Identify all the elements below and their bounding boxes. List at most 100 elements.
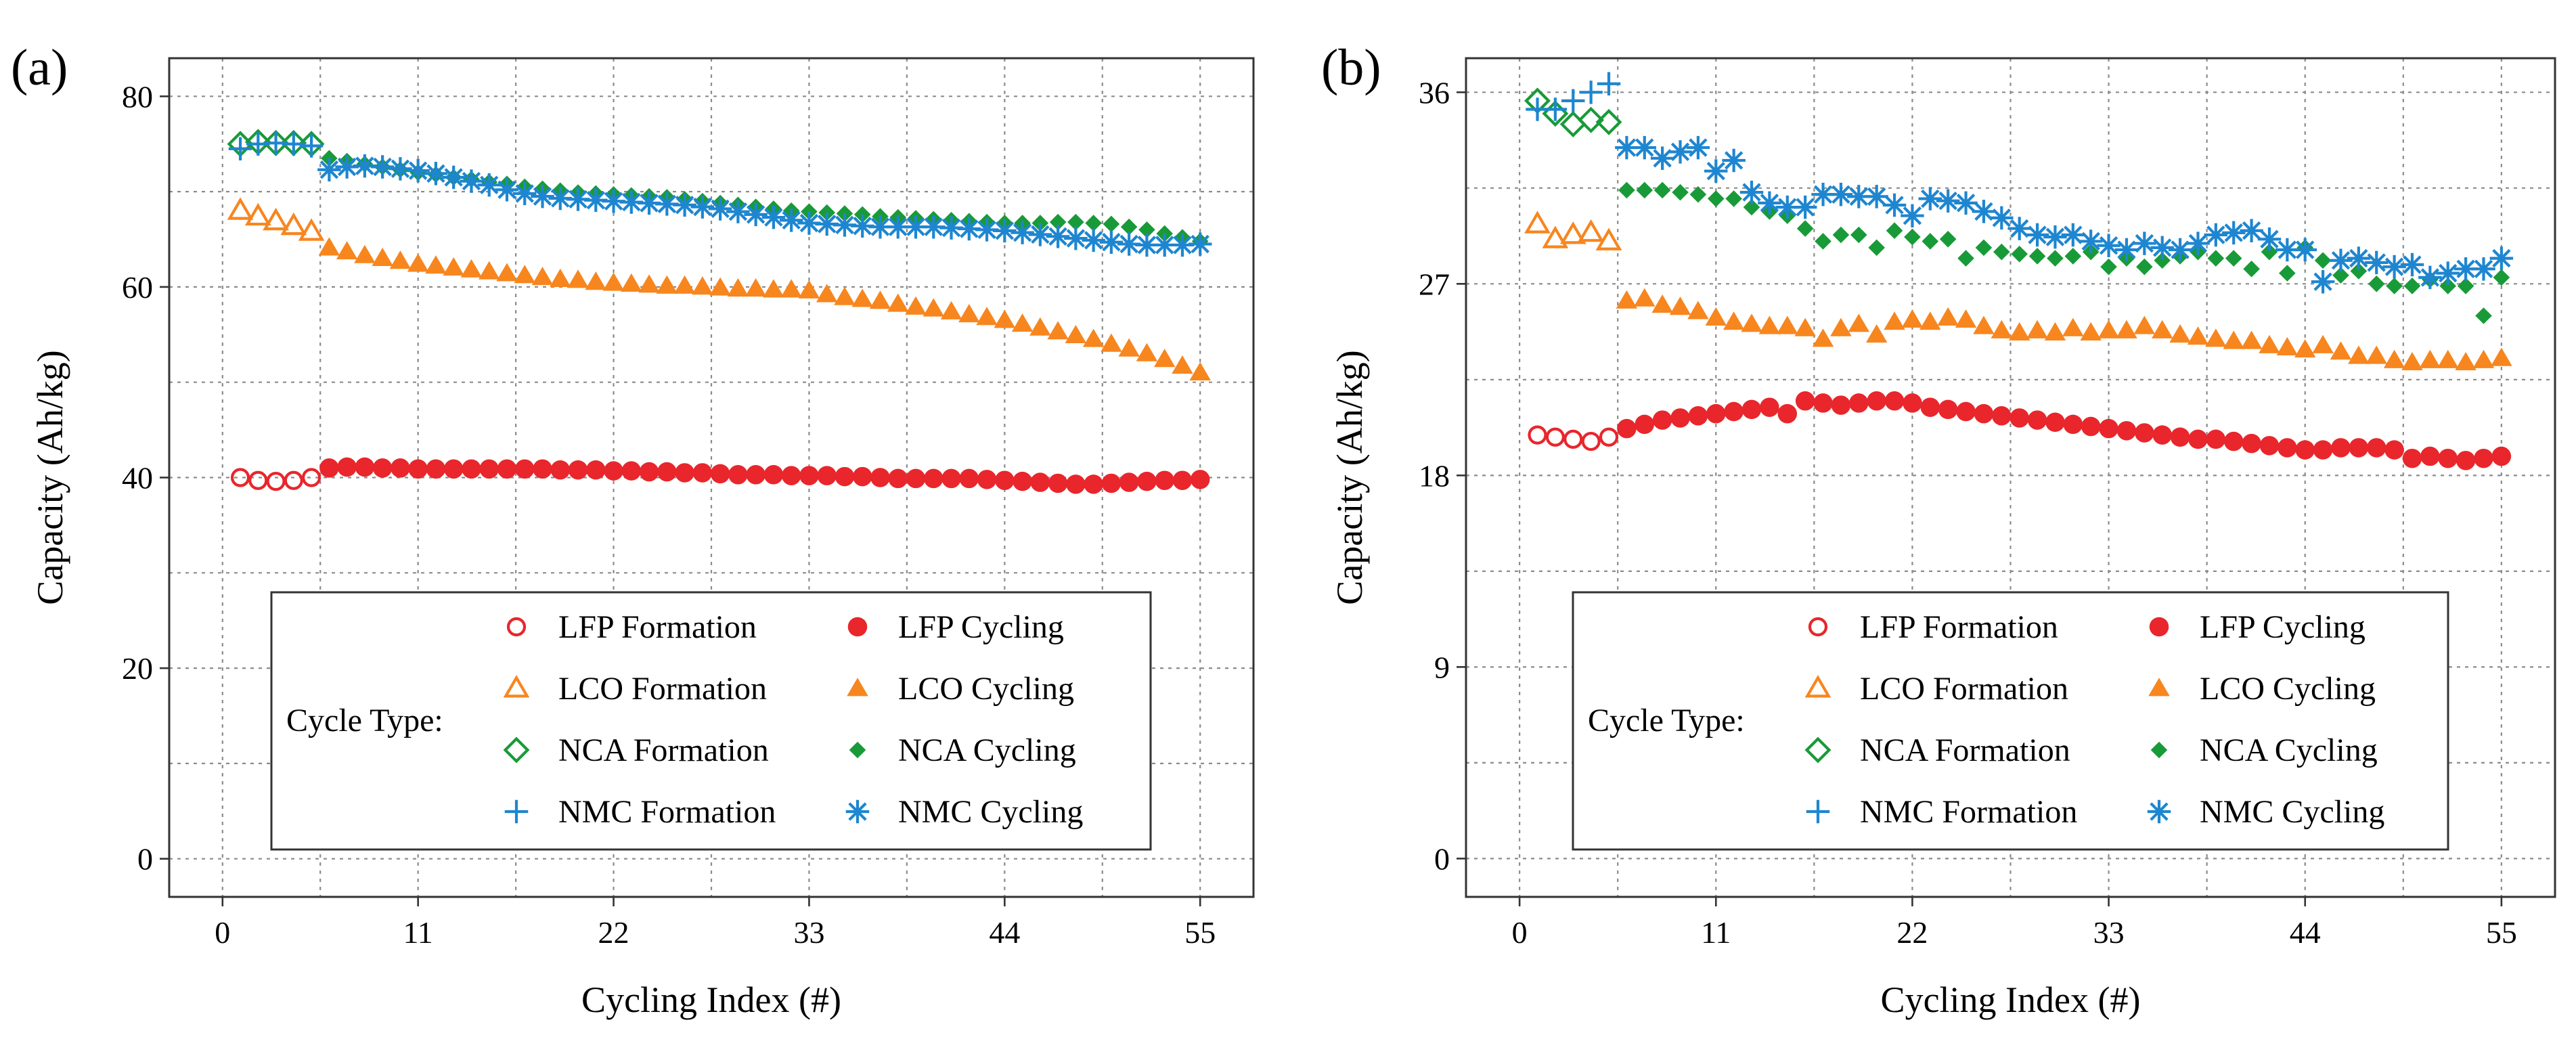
data-point <box>761 205 786 229</box>
data-point <box>975 218 999 242</box>
data-point <box>2186 231 2210 255</box>
data-series <box>1524 72 2514 470</box>
data-point <box>993 219 1017 243</box>
data-point <box>959 468 979 489</box>
data-point <box>425 255 447 274</box>
legend-label: NCA Formation <box>1860 732 2070 768</box>
data-point <box>904 215 928 239</box>
data-point <box>1849 393 1869 413</box>
series-lfp-formation <box>230 468 321 491</box>
data-point <box>2044 322 2066 341</box>
data-point <box>1974 403 1994 424</box>
data-point <box>263 207 289 231</box>
data-point <box>1972 200 1996 223</box>
data-point <box>585 271 607 290</box>
data-point <box>1954 191 1978 215</box>
data-point <box>2168 238 2192 262</box>
data-point <box>1704 159 1728 183</box>
data-point <box>1739 180 1764 204</box>
data-point <box>673 275 696 294</box>
series-lco-formation <box>227 197 325 241</box>
data-point <box>1155 470 1174 490</box>
data-point <box>2011 246 2028 263</box>
data-point <box>2025 223 2049 247</box>
data-point <box>2472 257 2495 281</box>
data-point <box>1918 187 1942 211</box>
data-point <box>1559 221 1586 244</box>
data-point <box>1085 215 1102 231</box>
data-point <box>2329 248 2353 272</box>
legend-entry-nmc-cycling: NMC Cycling <box>845 794 1083 830</box>
data-point <box>2332 267 2349 284</box>
data-point <box>1117 232 1141 256</box>
legend-entry-nca-cycling: NCA Cycling <box>2150 732 2378 768</box>
axis-ticks: 0 11 22 33 44 55 0 20 40 60 80 <box>122 79 1216 950</box>
plot-border <box>1465 57 2556 898</box>
data-point <box>1633 135 1657 160</box>
data-point <box>637 191 661 215</box>
data-point <box>1135 233 1159 257</box>
legend-label: NMC Formation <box>1860 794 2077 830</box>
data-point <box>1634 288 1656 307</box>
data-point <box>2240 219 2263 242</box>
series-lfp-cycling <box>1617 391 2512 470</box>
data-point <box>798 280 820 299</box>
data-point <box>1064 226 1088 250</box>
data-point <box>2116 421 2137 441</box>
legend: Cycle Type: LFP Formation LFP Cycling LCO F… <box>270 591 1152 851</box>
legend-label: NCA Cycling <box>898 732 1076 768</box>
legend-marker <box>506 617 527 637</box>
data-point <box>1775 195 1800 219</box>
data-point <box>939 216 963 240</box>
legend-entry-lfp-cycling: LFP Cycling <box>2149 609 2366 645</box>
data-point <box>1903 393 1922 413</box>
data-point <box>2439 278 2457 294</box>
series-nmc-formation <box>1526 72 1621 121</box>
data-point <box>2384 440 2404 460</box>
data-point <box>1901 309 1924 328</box>
series-nmc-cycling <box>1615 135 2514 294</box>
legend-marker <box>503 736 530 764</box>
data-point <box>2062 317 2084 336</box>
data-point <box>424 162 448 185</box>
data-point <box>230 468 250 487</box>
data-point <box>710 464 730 484</box>
data-point <box>2453 257 2478 281</box>
data-point <box>2205 328 2227 347</box>
data-point <box>2383 349 2405 368</box>
data-point <box>1013 471 1032 491</box>
legend-entry-nca-cycling: NCA Cycling <box>849 732 1076 768</box>
data-point <box>336 241 358 260</box>
data-point <box>2457 278 2474 294</box>
data-point <box>1082 228 1105 252</box>
data-point <box>940 301 962 319</box>
data-point <box>976 307 998 326</box>
legend-title: Cycle Type: <box>286 703 443 738</box>
data-point <box>441 165 466 190</box>
data-point <box>1172 470 1193 490</box>
data-point <box>337 457 357 477</box>
data-point <box>1579 81 1603 104</box>
data-point <box>726 200 750 223</box>
data-point <box>2063 414 2083 435</box>
y-tick-label: 80 <box>122 79 153 114</box>
data-point <box>548 186 573 211</box>
data-point <box>1832 226 1850 244</box>
legend-marker <box>2147 799 2171 824</box>
data-point <box>266 472 286 491</box>
data-point <box>2368 275 2385 292</box>
data-point <box>2150 236 2174 260</box>
data-point <box>1189 361 1211 380</box>
data-point <box>495 178 519 202</box>
data-point <box>584 188 608 213</box>
legend-entry-lfp-formation: LFP Formation <box>1808 609 2058 645</box>
data-point <box>1103 215 1120 233</box>
data-point <box>1796 220 1814 237</box>
y-tick-label: 0 <box>1434 841 1450 876</box>
data-point <box>690 195 715 219</box>
data-point <box>512 181 537 206</box>
data-point <box>1528 425 1547 445</box>
data-point <box>280 212 307 236</box>
data-point <box>406 158 430 183</box>
y-tick-label: 36 <box>1419 75 1450 110</box>
